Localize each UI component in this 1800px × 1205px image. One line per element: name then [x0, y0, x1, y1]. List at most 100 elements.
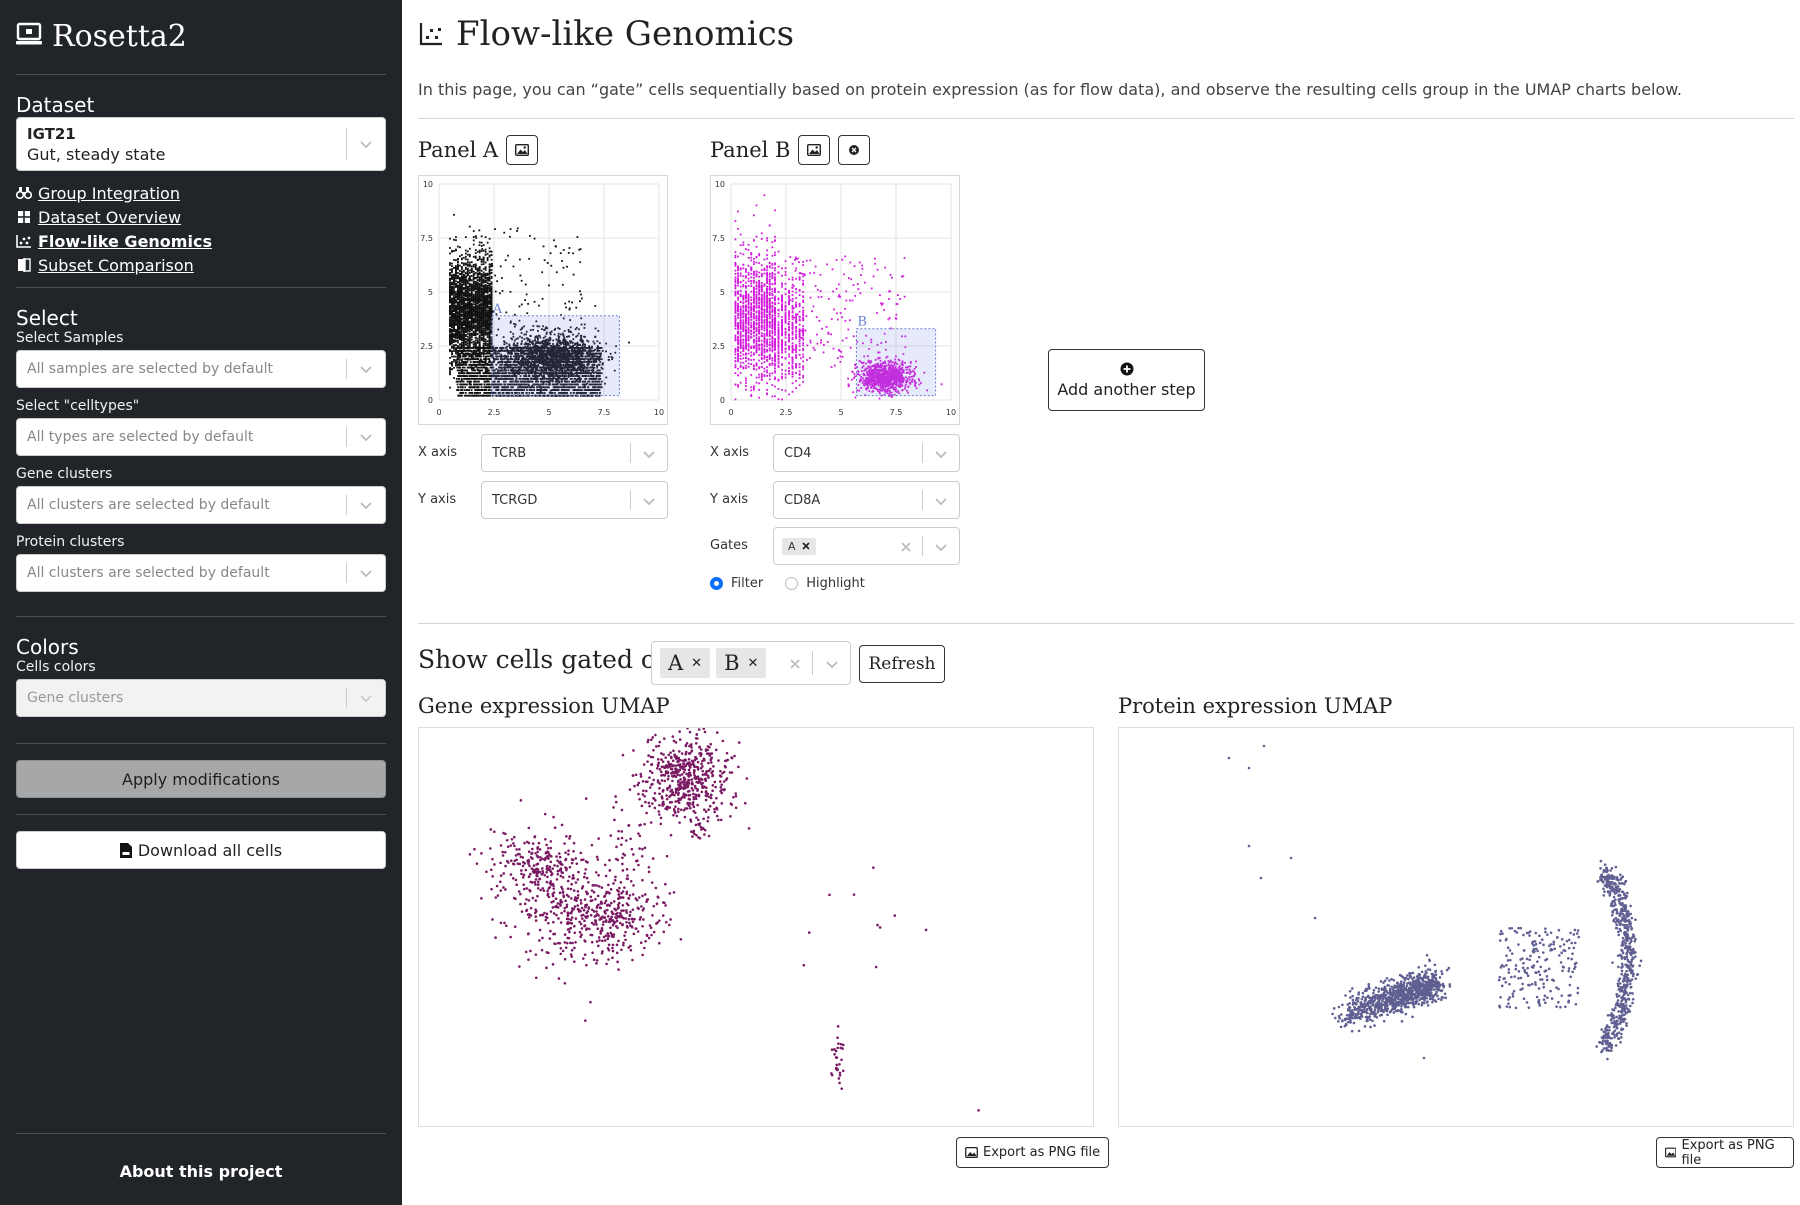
- data-point: [455, 337, 457, 340]
- x-tick-label: 7.5: [598, 408, 611, 417]
- data-point: [575, 361, 578, 363]
- data-point: [581, 380, 584, 383]
- cells-colors-select[interactable]: Gene clusters: [16, 679, 386, 717]
- data-point: [476, 329, 479, 331]
- data-point: [472, 357, 475, 360]
- data-point: [476, 313, 479, 316]
- data-point: [497, 377, 500, 380]
- dataset-select[interactable]: IGT21 Gut, steady state: [16, 117, 386, 171]
- data-point: [480, 334, 483, 337]
- data-point: [486, 296, 489, 299]
- data-point: [466, 347, 469, 350]
- data-point: [564, 391, 567, 394]
- data-point: [569, 391, 572, 394]
- gene-clusters-select[interactable]: All clusters are selected by default: [16, 486, 386, 524]
- data-point: [464, 255, 467, 258]
- data-point: [460, 283, 463, 286]
- data-point: [457, 261, 459, 264]
- data-point: [466, 344, 469, 347]
- data-point: [457, 245, 459, 248]
- data-point: [579, 361, 582, 363]
- about-link[interactable]: About this project: [119, 1162, 283, 1181]
- celltypes-placeholder: All types are selected by default: [27, 429, 254, 445]
- nav-dataset-overview[interactable]: Dataset Overview: [16, 205, 386, 229]
- data-point: [493, 349, 496, 352]
- data-point: [542, 394, 545, 397]
- data-point: [460, 363, 463, 366]
- data-point: [508, 366, 511, 369]
- download-all-cells-button[interactable]: Download all cells: [16, 831, 386, 869]
- data-point: [478, 334, 481, 337]
- data-point: [474, 342, 477, 345]
- data-point: [476, 347, 479, 349]
- data-point: [462, 283, 465, 286]
- data-point: [468, 276, 471, 279]
- data-point: [503, 380, 505, 383]
- data-point: [480, 261, 483, 263]
- data-point: [515, 380, 517, 383]
- data-point: [480, 366, 483, 369]
- data-point: [514, 394, 517, 397]
- data-point: [464, 377, 467, 380]
- data-point: [518, 377, 521, 380]
- data-point: [451, 310, 453, 313]
- data-point: [476, 333, 479, 335]
- data-point: [451, 303, 453, 306]
- data-point: [486, 319, 489, 322]
- nav-flow-like-genomics[interactable]: Flow-like Genomics: [16, 229, 386, 253]
- data-point: [455, 236, 457, 238]
- data-point: [474, 265, 477, 268]
- apply-modifications-button[interactable]: Apply modifications: [16, 760, 386, 798]
- data-point: [471, 391, 474, 394]
- data-point: [458, 363, 461, 366]
- data-point: [480, 299, 483, 302]
- data-point: [449, 386, 451, 389]
- data-point: [462, 288, 465, 291]
- data-point: [490, 342, 493, 345]
- data-point: [470, 329, 473, 331]
- samples-select[interactable]: All samples are selected by default: [16, 350, 386, 388]
- data-point: [449, 296, 451, 299]
- data-point: [472, 239, 475, 242]
- data-point: [449, 290, 451, 293]
- data-point: [522, 391, 524, 394]
- data-point: [464, 272, 467, 275]
- data-point: [457, 389, 460, 391]
- nav-subset-comparison[interactable]: Subset Comparison: [16, 253, 386, 277]
- data-point: [577, 375, 580, 377]
- nav-group-integration[interactable]: Group Integration: [16, 181, 386, 205]
- data-point: [476, 289, 479, 292]
- data-point: [513, 363, 516, 366]
- data-point: [453, 377, 455, 379]
- data-point: [468, 282, 471, 285]
- data-point: [449, 286, 451, 288]
- data-point: [459, 278, 461, 281]
- protein-clusters-select[interactable]: All clusters are selected by default: [16, 554, 386, 592]
- data-point: [478, 257, 481, 260]
- panel-a-plot[interactable]: 0 2.5 5 7.5 10 0 2.5 5 7.5 10 A: [418, 175, 668, 425]
- data-point: [462, 275, 465, 277]
- data-point: [480, 310, 483, 312]
- data-point: [451, 326, 453, 329]
- panel-a-export-button[interactable]: [506, 135, 539, 165]
- data-point: [484, 300, 487, 302]
- data-point: [460, 277, 463, 280]
- celltypes-select[interactable]: All types are selected by default: [16, 418, 386, 456]
- data-point: [565, 377, 568, 380]
- data-point: [472, 299, 475, 302]
- data-point: [470, 334, 473, 337]
- data-point: [472, 283, 475, 285]
- data-point: [480, 279, 483, 282]
- data-point: [464, 375, 467, 377]
- data-point: [490, 319, 493, 321]
- data-point: [507, 377, 510, 380]
- data-point: [449, 283, 451, 286]
- data-point: [457, 355, 460, 358]
- data-point: [561, 386, 563, 389]
- data-point: [471, 347, 474, 349]
- data-point: [476, 305, 479, 308]
- data-point: [488, 339, 491, 341]
- data-point: [476, 326, 479, 328]
- data-point: [449, 340, 451, 343]
